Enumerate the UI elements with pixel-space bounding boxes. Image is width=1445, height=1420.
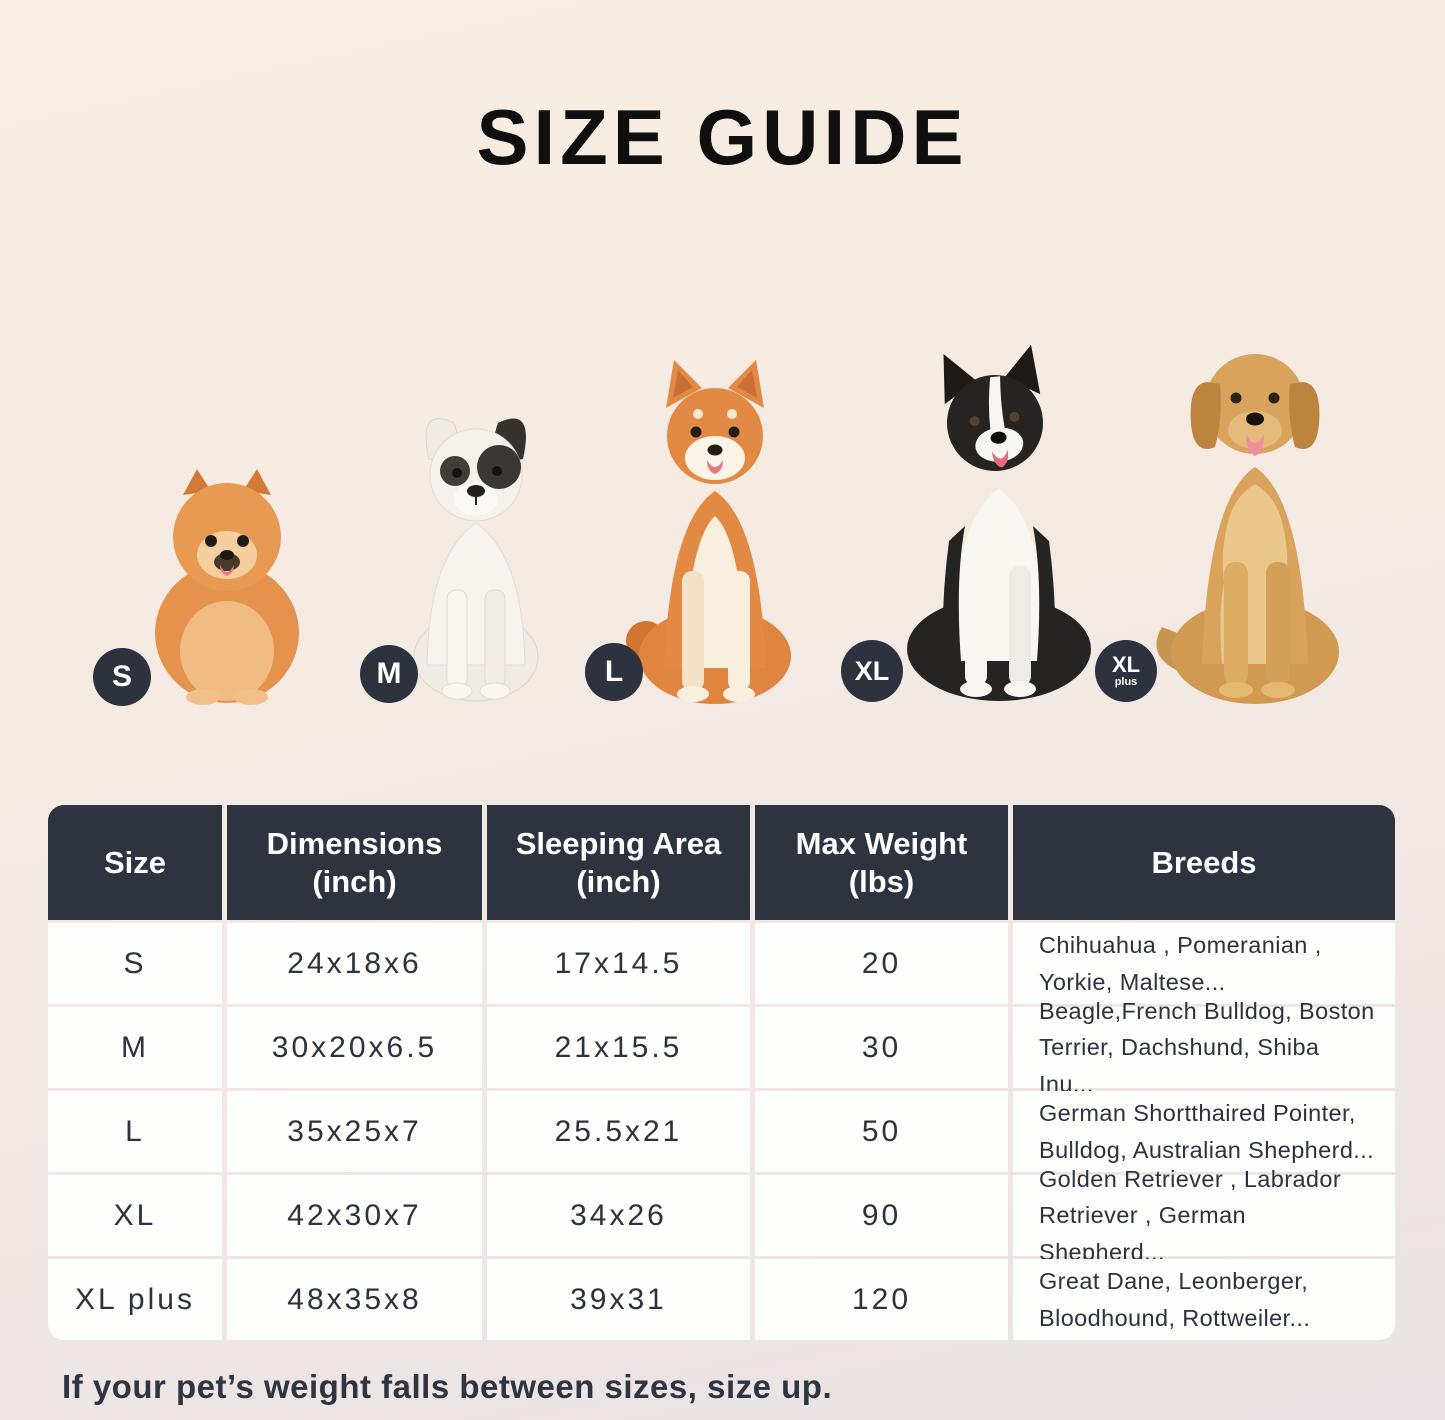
cell-size: L — [48, 1091, 222, 1172]
page-title: SIZE GUIDE — [476, 93, 969, 181]
cell-size: XL — [48, 1175, 222, 1256]
cell-sleeping-area: 17x14.5 — [487, 923, 750, 1004]
cell-max-weight: 30 — [755, 1007, 1008, 1088]
column-header-dimensions: Dimensions (inch) — [227, 805, 482, 920]
dog-shiba-inu-image — [624, 356, 807, 710]
cell-breeds: Golden Retriever , Labrador Retriever , … — [1013, 1166, 1395, 1265]
cell-sleeping-area: 39x31 — [487, 1259, 750, 1340]
cell-max-weight: 20 — [755, 923, 1008, 1004]
dog-golden-retriever-image — [1154, 322, 1356, 710]
sizing-footnote: If your pet’s weight falls between sizes… — [62, 1368, 833, 1405]
dog-pomeranian-image — [145, 465, 310, 705]
dog-french-bulldog-image — [399, 405, 553, 705]
header-line2: (inch) — [312, 863, 397, 899]
column-header-max-weight: Max Weight (lbs) — [755, 805, 1008, 920]
cell-sleeping-area: 21x15.5 — [487, 1007, 750, 1088]
column-header-sleeping-area: Sleeping Area (inch) — [487, 805, 750, 920]
dog-border-collie-image — [887, 341, 1112, 705]
size-badge-label: M — [376, 657, 402, 690]
size-badge-label: L — [604, 655, 624, 688]
size-badge-m: M — [360, 645, 418, 703]
cell-max-weight: 90 — [755, 1175, 1008, 1256]
size-badge-l: L — [585, 643, 643, 701]
cell-size: M — [48, 1007, 222, 1088]
size-badge-s: S — [93, 648, 151, 706]
size-badge-label: XL — [1111, 651, 1141, 677]
cell-breeds: Chihuahua , Pomeranian , Yorkie, Maltese… — [1013, 923, 1395, 1004]
golden-retriever-illustration — [1156, 354, 1339, 704]
size-badge-xl: XL — [841, 640, 903, 702]
header-line2: (lbs) — [848, 863, 915, 899]
cell-breeds: German Shortthaired Pointer, Bulldog, Au… — [1013, 1091, 1395, 1172]
cell-dimensions: 48x35x8 — [227, 1259, 482, 1340]
cell-breeds: Beagle,French Bulldog, Boston Terrier, D… — [1013, 998, 1395, 1097]
cell-max-weight: 50 — [755, 1091, 1008, 1172]
cell-dimensions: 24x18x6 — [227, 923, 482, 1004]
size-badge-xl-plus: XL plus — [1095, 640, 1157, 702]
header-line2: (inch) — [576, 863, 661, 899]
size-badge-sublabel: plus — [1114, 675, 1138, 688]
cell-sleeping-area: 25.5x21 — [487, 1091, 750, 1172]
size-badge-label: S — [111, 660, 132, 693]
cell-dimensions: 30x20x6.5 — [227, 1007, 482, 1088]
header-line1: Dimensions — [266, 826, 443, 862]
cell-dimensions: 42x30x7 — [227, 1175, 482, 1256]
cell-size: XL plus — [48, 1259, 222, 1340]
cell-size: S — [48, 923, 222, 1004]
column-header-breeds: Breeds — [1013, 805, 1395, 920]
size-table: Size Dimensions (inch) Sleeping Area (in… — [48, 805, 1395, 1340]
header-line1: Breeds — [1151, 844, 1257, 880]
border-collie-illustration — [907, 344, 1091, 701]
size-badge-label: XL — [854, 655, 890, 686]
cell-max-weight: 120 — [755, 1259, 1008, 1340]
pomeranian-illustration — [155, 469, 299, 705]
header-line1: Max Weight — [795, 826, 968, 862]
header-line1: Size — [103, 844, 167, 880]
shiba-inu-illustration — [626, 360, 791, 704]
cell-breeds: Great Dane, Leonberger, Bloodhound, Rott… — [1013, 1259, 1395, 1340]
cell-dimensions: 35x25x7 — [227, 1091, 482, 1172]
column-header-size: Size — [48, 805, 222, 920]
header-line1: Sleeping Area — [515, 826, 722, 862]
french-bulldog-illustration — [413, 418, 539, 702]
cell-sleeping-area: 34x26 — [487, 1175, 750, 1256]
